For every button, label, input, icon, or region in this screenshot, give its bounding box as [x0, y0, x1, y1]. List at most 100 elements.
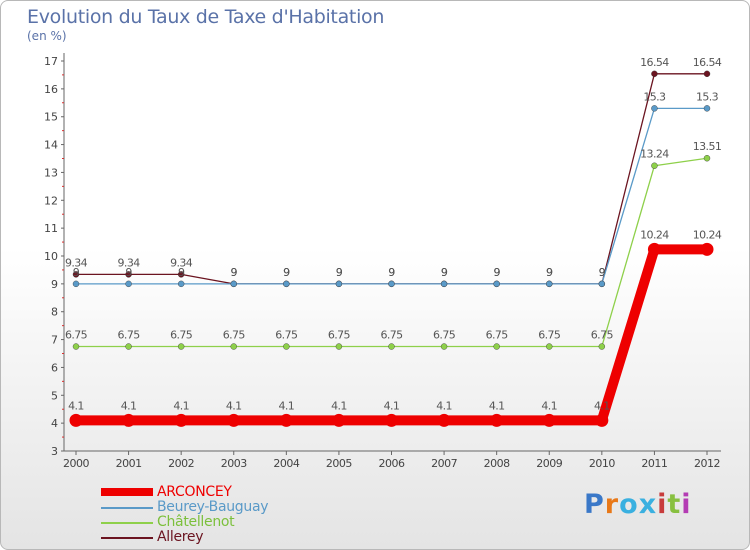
data-point-beurey-bauguay [703, 105, 711, 112]
data-point-chatellenot [177, 343, 185, 350]
data-label-beurey-bauguay: 9 [178, 266, 185, 279]
data-label-arconcey: 4.1 [384, 399, 400, 412]
data-label-arconcey: 10.24 [640, 228, 669, 241]
data-label-beurey-bauguay: 15.3 [643, 90, 666, 103]
series-line-allerey [76, 73, 707, 285]
logo-letter: o [619, 489, 639, 520]
data-label-beurey-bauguay: 9 [125, 266, 132, 279]
data-point-chatellenot [388, 343, 395, 350]
data-point-chatellenot [230, 343, 237, 350]
data-label-arconcey: 4.1 [68, 399, 84, 412]
logo-letter: i [657, 489, 668, 520]
data-label-arconcey: 4.1 [226, 399, 242, 412]
data-point-beurey-bauguay [546, 280, 553, 288]
data-label-beurey-bauguay: 15.3 [696, 90, 719, 103]
data-point-arconcey [700, 242, 714, 256]
legend-label-beurey-bauguay: Beurey-Bauguay [157, 499, 269, 515]
x-tick-label: 2004 [273, 457, 299, 470]
x-tick-label: 2002 [168, 457, 194, 470]
data-point-chatellenot [703, 155, 711, 162]
y-tick-label: 3 [51, 445, 58, 458]
data-label-allerey: 9 [546, 266, 553, 279]
data-point-arconcey [595, 413, 609, 427]
data-label-chatellenot: 6.75 [65, 329, 88, 342]
data-label-arconcey: 4.1 [173, 399, 189, 412]
data-label-beurey-bauguay: 9 [231, 266, 238, 279]
data-point-beurey-bauguay [72, 280, 80, 288]
data-point-chatellenot [72, 343, 80, 350]
data-label-allerey: 9 [231, 266, 238, 279]
data-label-chatellenot: 6.75 [486, 329, 509, 342]
legend-swatch-chatellenot [101, 522, 153, 524]
data-point-arconcey [227, 413, 241, 427]
x-tick-label: 2006 [379, 457, 405, 470]
data-label-beurey-bauguay: 9 [283, 266, 290, 279]
data-label-beurey-bauguay: 9 [493, 266, 500, 279]
data-label-allerey: 9.34 [170, 256, 193, 269]
x-tick-label: 2010 [589, 457, 615, 470]
legend-swatch-beurey-bauguay [101, 507, 153, 509]
data-point-arconcey [332, 413, 346, 427]
y-tick-label: 15 [44, 111, 58, 124]
x-tick-label: 2012 [694, 457, 720, 470]
data-label-allerey: 9 [336, 266, 343, 279]
data-point-allerey [72, 271, 80, 278]
data-label-chatellenot: 6.75 [223, 329, 246, 342]
data-label-allerey: 9 [493, 266, 500, 279]
data-point-allerey [177, 271, 185, 278]
data-label-chatellenot: 6.75 [538, 329, 561, 342]
data-point-beurey-bauguay [651, 105, 658, 112]
data-point-chatellenot [335, 343, 343, 350]
logo-letter: x [638, 489, 658, 520]
data-point-beurey-bauguay [283, 280, 290, 288]
x-tick-label: 2000 [63, 457, 89, 470]
y-tick-label: 8 [51, 306, 58, 319]
data-label-chatellenot: 6.75 [118, 329, 141, 342]
data-label-arconcey: 4.1 [594, 399, 610, 412]
data-point-allerey [125, 271, 132, 278]
data-label-chatellenot: 6.75 [170, 329, 193, 342]
data-label-arconcey: 4.1 [436, 399, 452, 412]
data-point-beurey-bauguay [598, 280, 606, 288]
y-tick-label: 12 [44, 194, 58, 207]
series-line-chatellenot [76, 157, 708, 348]
data-point-arconcey [279, 413, 293, 427]
data-label-beurey-bauguay: 9 [441, 266, 448, 279]
data-point-beurey-bauguay [493, 280, 500, 288]
x-tick-label: 2005 [326, 457, 352, 470]
y-tick-label: 4 [51, 417, 58, 430]
data-point-beurey-bauguay [440, 280, 448, 288]
data-point-chatellenot [125, 343, 132, 350]
data-label-arconcey: 4.1 [121, 399, 137, 412]
data-label-allerey: 16.54 [693, 56, 722, 69]
legend-label-allerey: Allerey [157, 529, 204, 545]
data-point-arconcey [490, 413, 504, 427]
x-tick-label: 2011 [641, 457, 667, 470]
data-label-chatellenot: 6.75 [433, 329, 456, 342]
y-tick-label: 13 [44, 166, 58, 179]
data-point-beurey-bauguay [230, 280, 237, 288]
data-point-arconcey [174, 413, 188, 427]
data-point-arconcey [542, 413, 556, 427]
data-point-chatellenot [283, 343, 290, 350]
data-label-allerey: 9 [441, 266, 448, 279]
x-tick-label: 2001 [116, 457, 142, 470]
data-point-beurey-bauguay [388, 280, 395, 288]
y-tick-label: 9 [51, 278, 58, 291]
x-tick-label: 2007 [431, 457, 457, 470]
chart-unit: (en %) [27, 29, 67, 43]
data-point-arconcey [647, 242, 661, 256]
data-label-allerey: 9.34 [65, 256, 88, 269]
data-label-chatellenot: 13.24 [640, 148, 669, 161]
logo-letter: i [681, 489, 692, 520]
data-point-chatellenot [651, 162, 658, 169]
data-label-arconcey: 4.1 [489, 399, 505, 412]
legend-swatch-allerey [101, 537, 153, 539]
data-point-allerey [703, 70, 711, 78]
data-label-arconcey: 10.24 [693, 228, 722, 241]
x-tick-label: 2009 [536, 457, 562, 470]
data-point-arconcey [69, 413, 83, 427]
x-tick-label: 2008 [484, 457, 510, 470]
y-tick-label: 5 [51, 389, 58, 402]
